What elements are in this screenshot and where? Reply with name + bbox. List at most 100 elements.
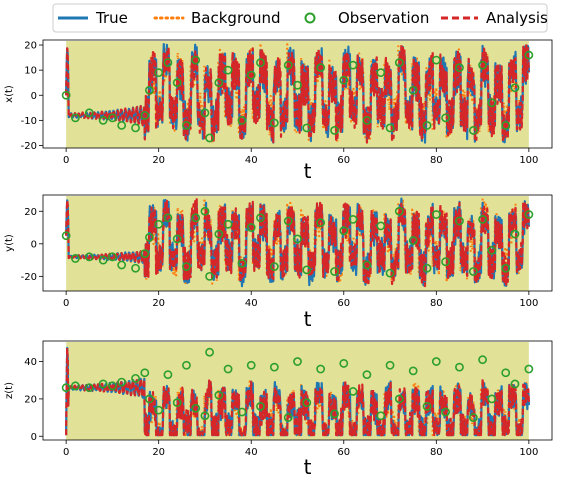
observation-point-z <box>510 379 520 389</box>
observation-point-z <box>501 368 511 378</box>
observation-point-x <box>84 108 94 118</box>
x-tick-label: 100 <box>519 298 538 309</box>
x-tick-label: 80 <box>430 298 443 309</box>
observation-point-z <box>408 366 418 376</box>
y-axis-label-x: x(t) <box>4 85 15 103</box>
observation-point-x <box>376 68 386 78</box>
observation-point-y <box>108 252 117 262</box>
observation-point-y <box>140 249 150 258</box>
observation-point-x <box>131 123 140 133</box>
observation-point-y <box>293 234 302 244</box>
observation-point-z <box>246 360 256 370</box>
observation-point-x <box>61 90 71 100</box>
observation-point-z <box>524 364 534 374</box>
legend: True Background Observation Analysis <box>52 3 548 33</box>
observation-point-z <box>70 381 80 391</box>
observation-point-y <box>154 219 164 229</box>
x-axis-label-x: t <box>304 159 312 183</box>
x-axis-label-y: t <box>304 307 312 331</box>
observation-point-x <box>431 55 441 65</box>
subplot-y: 0 20 40 60 80 100 -20 0 20 t y(t) <box>4 194 553 331</box>
observation-point-y <box>510 229 520 239</box>
observation-point-z <box>487 394 497 404</box>
observation-point-x <box>487 98 497 108</box>
y-tick-label: 40 <box>24 357 37 368</box>
y-tick-label: -20 <box>21 272 37 283</box>
observation-point-z <box>61 383 71 393</box>
observation-point-y <box>256 213 265 223</box>
x-tick-label: 20 <box>152 298 165 309</box>
observation-point-z <box>237 407 247 417</box>
y-tick-label: 0 <box>31 91 37 102</box>
observation-point-z <box>441 407 450 417</box>
observation-point-x <box>385 123 395 133</box>
axes-frame-y <box>42 194 553 292</box>
observation-point-y <box>468 267 478 276</box>
observation-point-y <box>348 215 358 224</box>
observation-point-z <box>154 405 164 415</box>
observation-point-y <box>237 258 247 268</box>
observation-point-y <box>441 257 450 267</box>
observation-point-z <box>205 347 214 357</box>
observation-point-x <box>145 85 154 95</box>
observation-point-z <box>145 394 154 404</box>
y-tick-label: 20 <box>24 207 37 218</box>
x-tick-label: 60 <box>337 298 350 309</box>
observation-point-x <box>422 120 432 130</box>
observation-point-z <box>269 362 279 372</box>
observation-point-z <box>182 360 191 370</box>
observation-point-x <box>223 65 233 75</box>
subplot-z: 0 20 40 60 80 100 0 20 40 t z(t) <box>4 340 553 479</box>
observation-point-x <box>256 58 265 68</box>
observation-point-x <box>510 83 520 93</box>
observation-point-y <box>330 267 339 276</box>
observation-point-y <box>246 223 256 232</box>
y-tick-label: -20 <box>21 141 37 152</box>
observation-point-x <box>70 113 80 123</box>
observation-point-z <box>191 403 201 413</box>
observation-point-x <box>283 60 293 70</box>
observation-point-x <box>339 75 349 85</box>
axes-frame-x <box>42 39 553 149</box>
observation-point-x <box>246 70 256 80</box>
observation-point-y <box>214 229 224 239</box>
observation-point-x <box>154 68 164 78</box>
observation-point-y <box>117 260 127 270</box>
observation-point-x <box>182 120 191 130</box>
legend-observation-label: Observation <box>338 9 429 27</box>
observation-point-x <box>501 120 511 130</box>
observation-point-z <box>422 401 432 411</box>
observation-point-y <box>385 268 395 278</box>
observation-point-y <box>362 260 372 270</box>
y-tick-label: 20 <box>24 41 37 52</box>
observation-point-x <box>316 63 326 73</box>
observation-point-y <box>431 210 441 219</box>
observation-point-y <box>394 206 404 216</box>
observation-point-x <box>293 80 302 90</box>
series-analysis-y <box>65 198 530 288</box>
observation-point-z <box>140 368 150 378</box>
observation-point-y <box>422 263 432 273</box>
legend-true-label: True <box>95 9 128 27</box>
subplot-x: 0 20 40 60 80 100 -20 -10 0 10 20 t x(t) <box>4 39 553 183</box>
observation-point-y <box>200 206 210 216</box>
observation-point-y <box>191 213 201 223</box>
observation-point-x <box>191 55 201 65</box>
y-tick-label: 20 <box>24 394 37 405</box>
observation-point-z <box>256 401 265 411</box>
observation-point-y <box>205 271 214 281</box>
legend-analysis-label: Analysis <box>486 9 548 27</box>
observation-point-z <box>348 387 358 396</box>
observation-point-y <box>172 234 182 244</box>
observation-point-y <box>376 221 386 231</box>
observation-point-z <box>117 377 127 387</box>
observation-point-z <box>200 411 210 421</box>
legend-entry-observation: Observation <box>304 9 429 27</box>
observation-point-y <box>70 254 80 263</box>
observation-point-z <box>478 355 487 365</box>
observation-point-x <box>98 115 108 125</box>
y-tick-label: 0 <box>31 239 37 250</box>
observation-point-x <box>362 115 372 125</box>
observation-point-z <box>283 413 293 422</box>
observation-point-x <box>348 60 358 70</box>
